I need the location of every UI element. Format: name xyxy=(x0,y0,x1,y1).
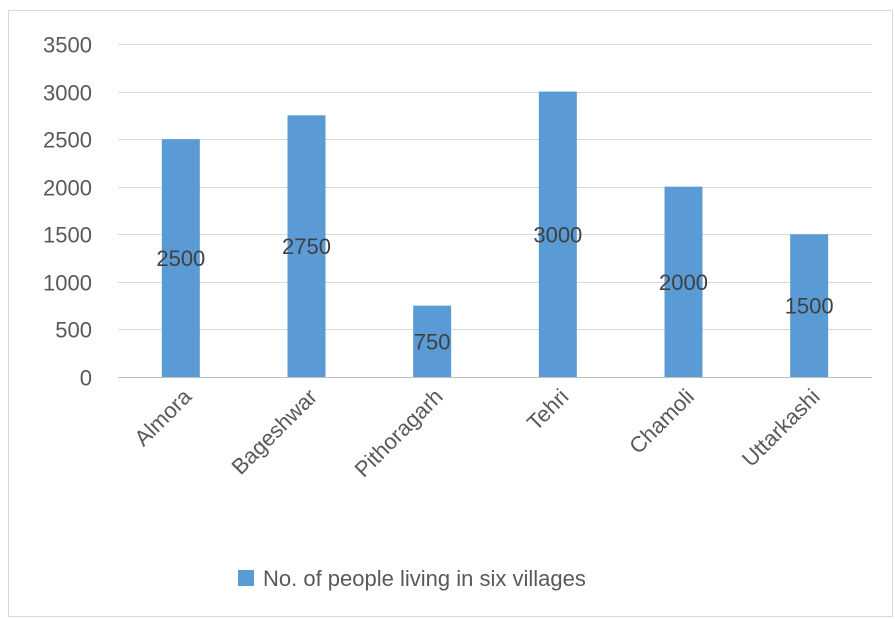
y-tick-label: 3500 xyxy=(43,33,92,58)
y-tick-label: 1000 xyxy=(43,271,92,296)
legend: No. of people living in six villages xyxy=(238,566,586,591)
data-label: 2750 xyxy=(282,234,331,259)
data-label: 3000 xyxy=(533,222,582,247)
y-tick-label: 0 xyxy=(80,366,92,391)
bar xyxy=(287,115,326,377)
data-label: 1500 xyxy=(785,294,834,319)
data-labels: 2500 2750 750 3000 2000 1500 xyxy=(156,222,833,354)
legend-label: No. of people living in six villages xyxy=(263,566,586,591)
y-axis-tick-labels: 0 500 1000 1500 2000 2500 3000 3500 xyxy=(43,33,92,391)
gridlines xyxy=(118,44,872,378)
legend-swatch xyxy=(238,570,254,586)
bar xyxy=(538,91,577,378)
bar xyxy=(790,234,829,377)
y-tick-label: 2500 xyxy=(43,128,92,153)
data-label: 750 xyxy=(414,329,451,354)
y-tick-label: 2000 xyxy=(43,176,92,201)
bar xyxy=(413,305,452,377)
data-label: 2000 xyxy=(659,270,708,295)
bars xyxy=(161,91,829,378)
y-tick-label: 1500 xyxy=(43,223,92,248)
y-tick-label: 3000 xyxy=(43,81,92,106)
bar xyxy=(664,186,703,377)
data-label: 2500 xyxy=(156,246,205,271)
y-tick-label: 500 xyxy=(55,318,92,343)
bar xyxy=(161,139,200,377)
